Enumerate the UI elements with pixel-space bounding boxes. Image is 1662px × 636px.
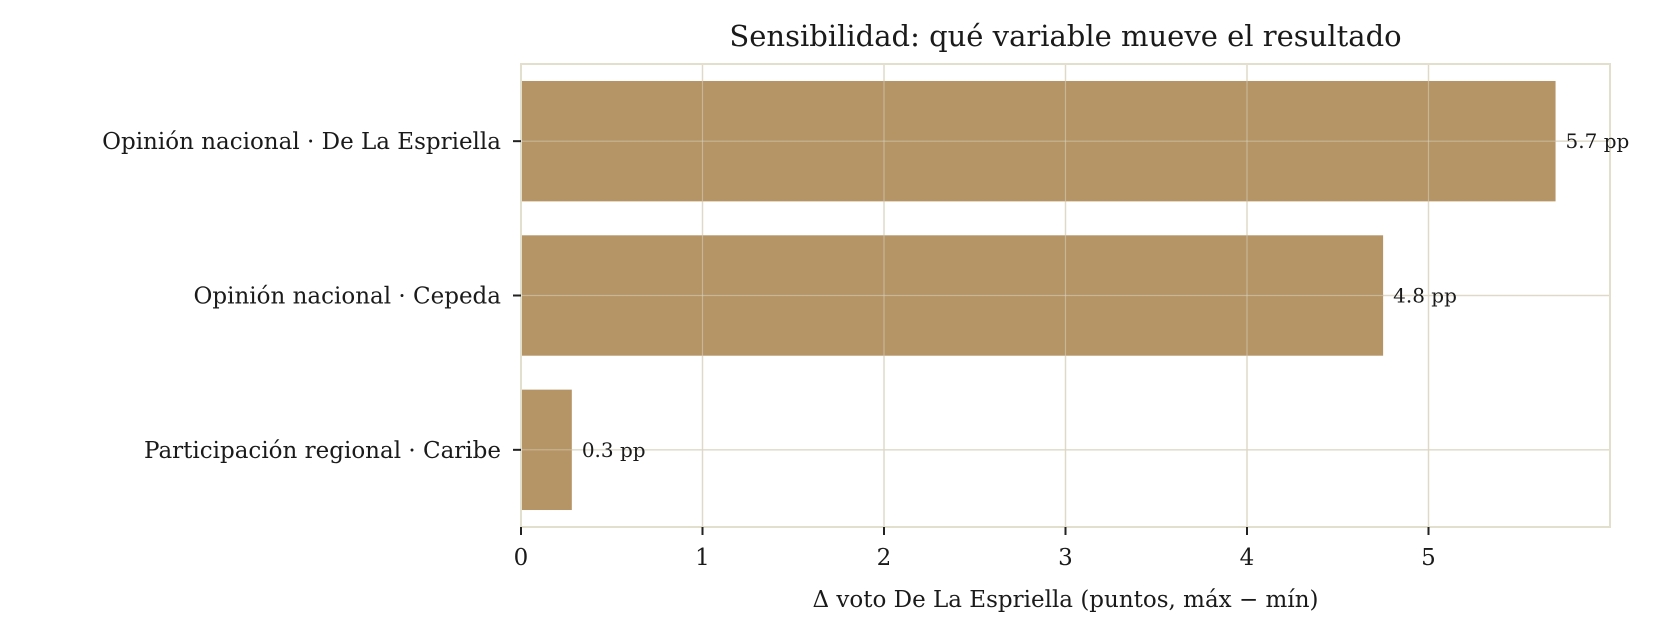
category-label: Participación regional · Caribe bbox=[144, 438, 501, 464]
data-label: 4.8 pp bbox=[1393, 284, 1457, 308]
data-label: 5.7 pp bbox=[1566, 129, 1630, 153]
x-tick-label: 2 bbox=[877, 545, 892, 571]
x-tick-label: 1 bbox=[695, 545, 710, 571]
x-tick-label: 5 bbox=[1421, 545, 1436, 571]
chart-title: Sensibilidad: qué variable mueve el resu… bbox=[729, 19, 1401, 53]
x-tick-label: 4 bbox=[1240, 545, 1255, 571]
x-tick-label: 3 bbox=[1058, 545, 1073, 571]
x-axis: 0 1 2 3 4 5 bbox=[514, 527, 1436, 571]
category-label: Opinión nacional · De La Espriella bbox=[102, 129, 501, 155]
x-axis-label: Δ voto De La Espriella (puntos, máx − mí… bbox=[812, 587, 1318, 613]
y-axis: Opinión nacional · De La Espriella Opinió… bbox=[102, 129, 521, 464]
x-tick-label: 0 bbox=[514, 545, 529, 571]
data-labels: 5.7 pp 4.8 pp 0.3 pp bbox=[582, 129, 1630, 462]
category-label: Opinión nacional · Cepeda bbox=[194, 284, 502, 310]
data-label: 0.3 pp bbox=[582, 438, 646, 462]
